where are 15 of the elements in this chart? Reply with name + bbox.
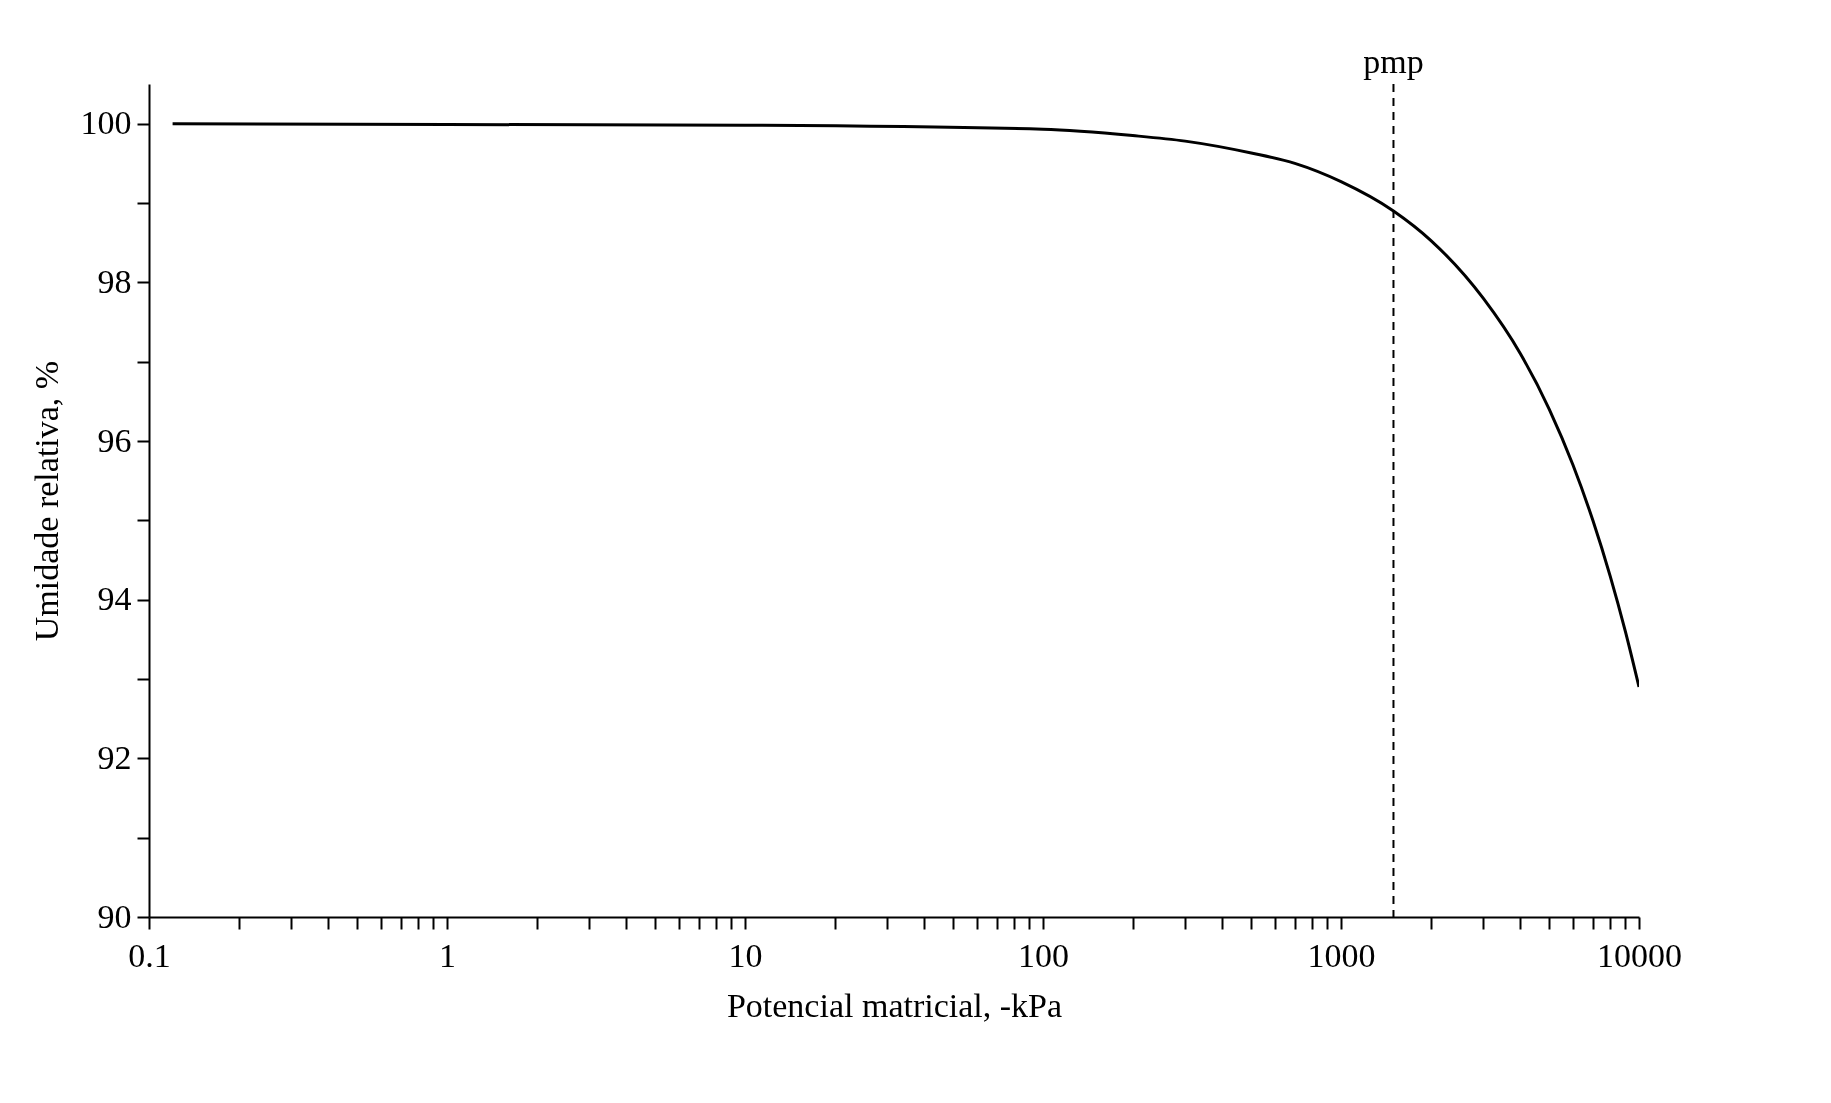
x-tick-label: 10000	[1597, 936, 1682, 974]
y-tick-label: 96	[97, 421, 132, 459]
ref-line-label: pmp	[1363, 43, 1424, 80]
y-tick-label: 100	[80, 104, 132, 142]
y-tick-label: 90	[97, 897, 132, 935]
x-tick-label: 0.1	[128, 936, 171, 974]
y-axis-title: Umidade relativa, %	[27, 360, 65, 642]
y-tick-label: 92	[97, 738, 132, 776]
y-tick-label: 94	[97, 580, 132, 618]
x-axis-title: Potencial matricial, -kPa	[726, 986, 1063, 1024]
x-tick-label: 1	[439, 936, 456, 974]
x-tick-label: 10	[728, 936, 763, 974]
x-tick-label: 100	[1018, 936, 1069, 974]
x-tick-label: 1000	[1307, 936, 1376, 974]
y-tick-label: 98	[97, 262, 132, 300]
